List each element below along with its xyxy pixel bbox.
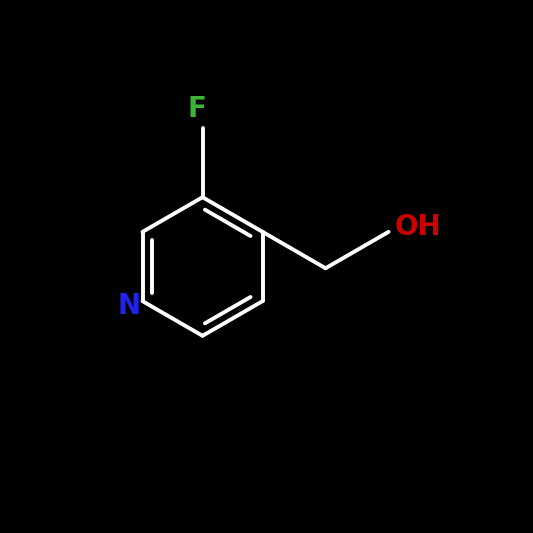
- Text: OH: OH: [394, 213, 441, 240]
- Text: N: N: [118, 293, 141, 320]
- Text: F: F: [188, 95, 207, 123]
